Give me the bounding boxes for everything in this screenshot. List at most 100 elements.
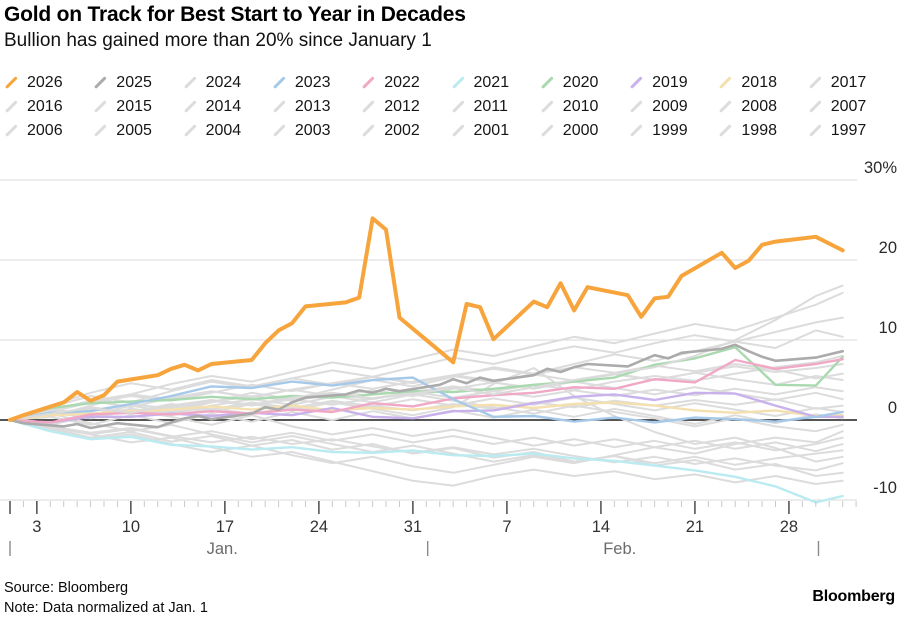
series-2019 [8,391,844,424]
legend-swatch-2026 [4,75,19,89]
x-axis-label-17: 17 [216,518,234,536]
legend-label: 2011 [473,97,508,115]
legend-item-2012: 2012 [361,96,450,117]
legend-item-2018: 2018 [718,72,807,93]
series-2021 [8,418,844,504]
legend-swatch-2010 [540,99,554,113]
legend-swatch-1999 [630,123,644,137]
series-2018 [8,401,844,422]
legend-swatch-2025 [94,75,108,89]
legend-item-2010: 2010 [540,96,629,117]
month-label-Feb: Feb. [603,540,636,558]
legend-swatch-2016 [4,99,19,113]
legend-item-2008: 2008 [718,96,807,117]
legend-item-2021: 2021 [451,72,540,93]
legend-label: 2022 [384,73,420,91]
legend-label: 2014 [205,97,242,115]
legend-item-2020: 2020 [540,72,629,93]
legend-swatch-2013 [272,99,286,113]
legend-label: 2003 [294,121,331,139]
legend-item-2000: 2000 [540,120,629,141]
legend-label: 2013 [294,97,331,115]
legend-label: 2007 [830,97,867,115]
legend-label: 1998 [741,121,777,139]
legend-label: 2021 [473,73,510,91]
legend-swatch-2011 [451,99,465,113]
legend-item-2004: 2004 [183,120,272,141]
series-2016 [9,291,844,421]
series-2026 [8,216,845,422]
legend-swatch-2001 [451,123,465,137]
legend-swatch-2009 [630,99,644,113]
gold-ytd-line-chart: 30% 20 10 0 -10 3 10 17 24 31 7 14 21 28 Jan. Feb. [0,159,897,558]
legend-label: 2006 [27,121,63,139]
legend-label: 1999 [652,121,688,139]
legend-swatch-2006 [4,123,19,137]
chart-footnotes: Source: Bloomberg Note: Data normalized … [4,578,896,618]
legend-label: 2019 [652,73,688,91]
legend-label: 2002 [384,121,420,139]
legend-item-2005: 2005 [93,120,182,141]
legend-label: 2024 [205,73,242,91]
legend-label: 2009 [652,97,688,115]
legend-label: 2018 [741,73,777,91]
legend-swatch-2024 [183,75,197,89]
legend-swatch-1997 [808,123,822,137]
legend-swatch-1998 [719,123,733,137]
legend-swatch-2015 [94,99,108,113]
x-axis-label-31: 31 [404,518,422,536]
legend-swatch-2014 [183,99,197,113]
legend-item-2024: 2024 [183,72,272,93]
legend-item-2025: 2025 [93,72,182,93]
chart-title: Gold on Track for Best Start to Year in … [4,3,466,26]
legend-item-2013: 2013 [272,96,361,117]
chart-subtitle: Bullion has gained more than 20% since J… [4,30,432,51]
legend-swatch-2007 [808,99,822,113]
series-2008 [9,316,844,421]
legend-label: 2017 [830,73,867,91]
x-axis-label-24: 24 [310,518,328,536]
x-axis-label-28: 28 [780,518,798,536]
legend-item-1999: 1999 [629,120,718,141]
series-2011 [9,419,844,474]
legend-item-2016: 2016 [4,96,93,117]
legend-item-2023: 2023 [272,72,361,93]
x-axis-label-10: 10 [122,518,140,536]
series-2024 [9,284,844,421]
legend-label: 2016 [27,97,63,115]
legend-item-2015: 2015 [93,96,182,117]
legend-item-2002: 2002 [361,120,450,141]
legend-item-1997: 1997 [808,120,897,141]
chart-legend: 2026 2025 2024 2023 2022 2021 2020 2019 2018 2017… [4,72,897,141]
legend-swatch-2005 [94,123,108,137]
series-2015 [9,371,844,421]
legend-item-2017: 2017 [808,72,897,93]
legend-item-2011: 2011 [451,96,540,117]
y-axis-label-30: 30% [864,159,897,177]
legend-label: 2025 [116,73,152,91]
legend-label: 2000 [562,121,599,139]
legend-item-1998: 1998 [718,120,807,141]
legend-label: 2005 [116,121,152,139]
legend-swatch-2000 [540,123,554,137]
legend-swatch-2022 [362,75,376,89]
month-label-Jan: Jan. [207,540,238,558]
x-axis-label-3: 3 [32,518,41,536]
legend-label: 2026 [27,73,63,91]
x-axis-label-7: 7 [502,518,511,536]
legend-swatch-2004 [183,123,197,137]
series-2023 [8,376,844,424]
y-axis-label-0: 0 [888,399,897,417]
legend-item-2006: 2006 [4,120,93,141]
legend-swatch-2018 [719,75,733,89]
legend-label: 2012 [384,97,420,115]
legend-item-2003: 2003 [272,120,361,141]
series-2013 [9,419,844,472]
legend-label: 2001 [473,121,510,139]
legend-swatch-2020 [540,75,554,89]
normalization-note: Note: Data normalized at Jan. 1 [4,600,208,616]
legend-item-2022: 2022 [361,72,450,93]
y-axis-label-10: 10 [879,319,897,337]
legend-label: 2015 [116,97,152,115]
